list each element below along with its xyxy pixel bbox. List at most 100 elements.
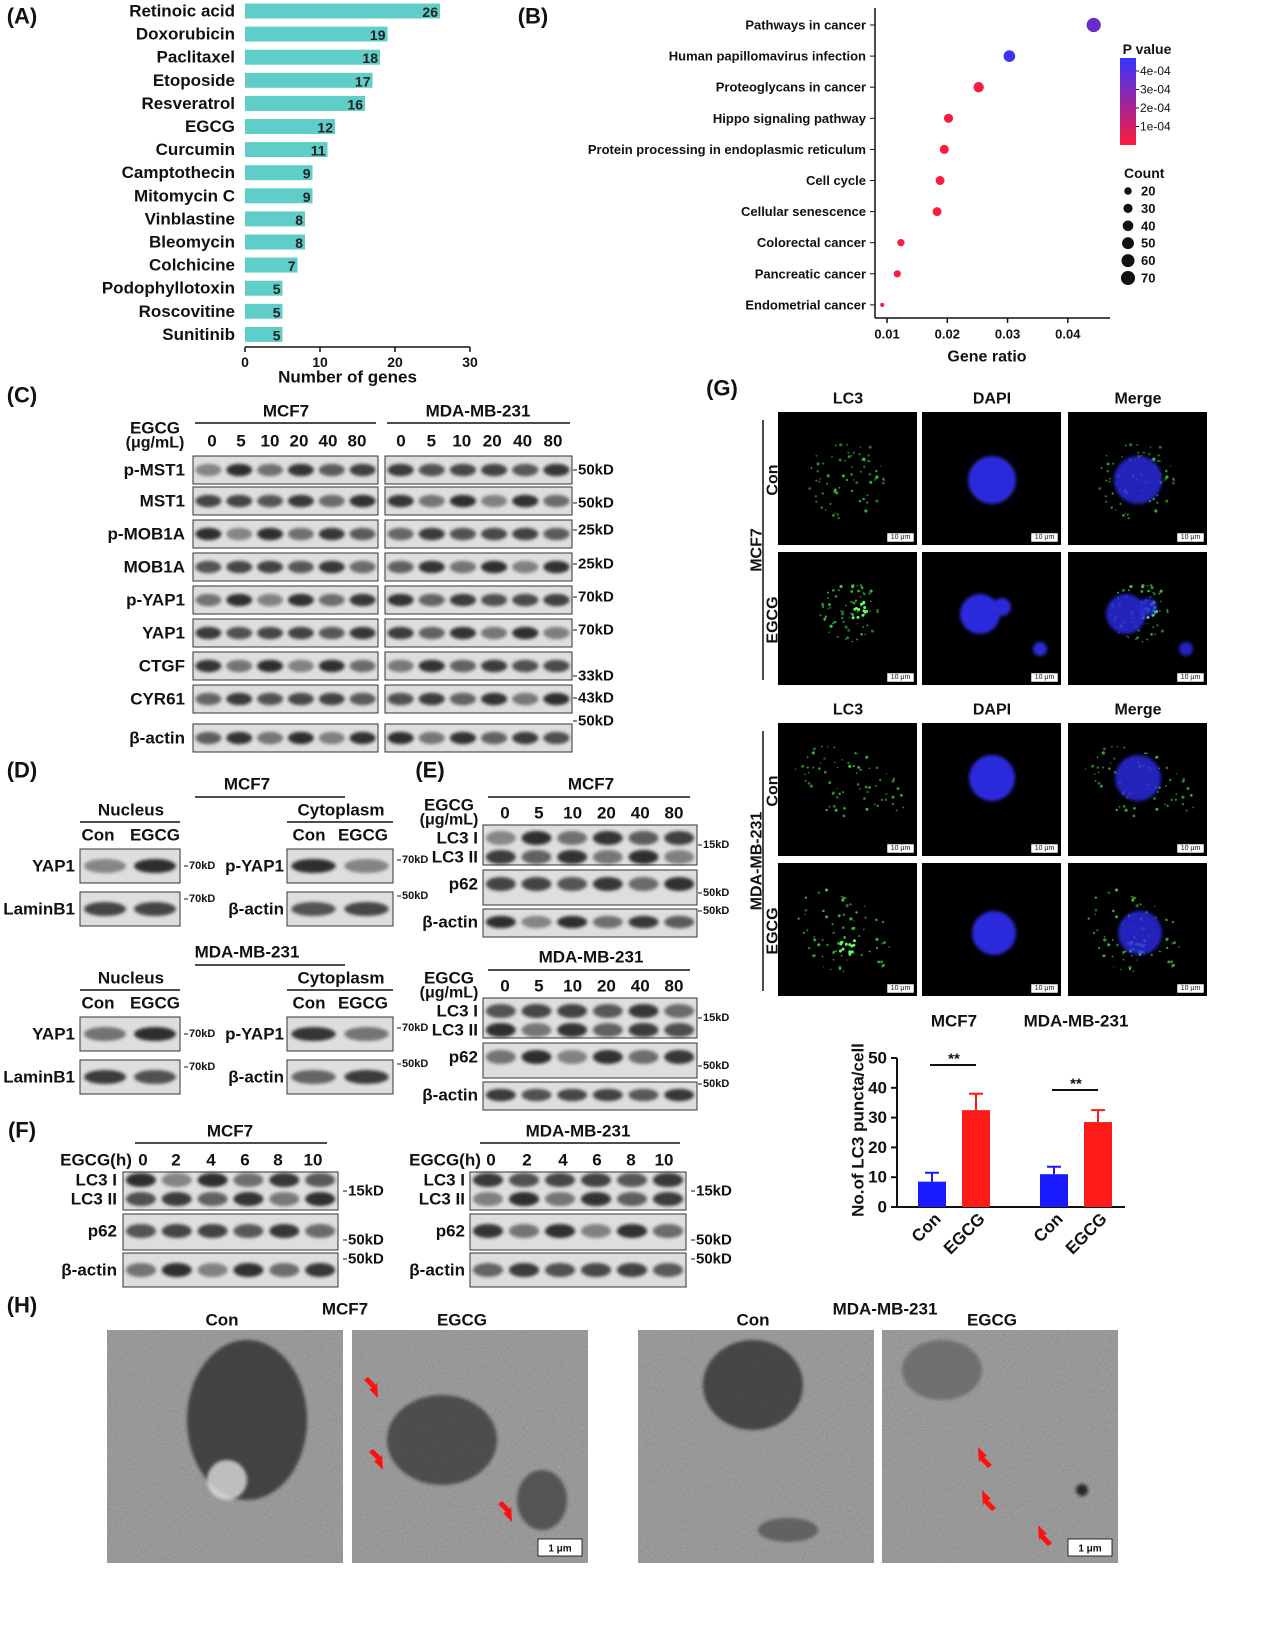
lc3-puncta — [857, 608, 861, 612]
lc3-puncta — [827, 608, 829, 610]
lc3-puncta — [1091, 764, 1095, 768]
error-bar — [1091, 1109, 1105, 1123]
blot-band — [287, 494, 314, 508]
lc3-puncta — [1150, 953, 1153, 957]
blot-band — [580, 1173, 612, 1187]
x-tick-label: EGCG — [1062, 1209, 1111, 1258]
label: β-actin — [228, 1068, 284, 1087]
lc3-puncta — [823, 617, 826, 621]
label: MDA-MB-231 — [833, 1300, 938, 1319]
label: LaminB1 — [3, 900, 75, 919]
lc3-puncta — [1100, 467, 1103, 469]
nucleus — [1118, 911, 1162, 955]
lc3-puncta — [1110, 506, 1113, 509]
panel-label: (C) — [7, 383, 38, 408]
lc3-puncta — [891, 802, 895, 806]
lc3-puncta — [841, 791, 844, 794]
bar — [245, 3, 440, 19]
blot-band — [472, 1192, 504, 1206]
lc3-puncta — [1185, 809, 1188, 812]
blot-band — [616, 1173, 648, 1187]
blot-band — [195, 659, 222, 673]
category-label: Paclitaxel — [157, 48, 235, 67]
blot-band — [472, 1224, 504, 1238]
lc3-puncta — [1164, 469, 1168, 473]
nucleus — [1139, 598, 1157, 616]
lc3-puncta — [860, 590, 862, 592]
lc3-puncta — [807, 771, 810, 774]
lc3-puncta — [850, 950, 854, 954]
blot-band — [557, 850, 588, 864]
marker-label: 50kD — [348, 1251, 384, 1268]
y-tick-label: 0 — [878, 1198, 887, 1217]
lc3-puncta — [825, 915, 829, 919]
blot-band — [318, 494, 345, 508]
scale-bar-box — [886, 843, 915, 854]
blot-band — [197, 1263, 228, 1277]
lc3-puncta — [1132, 814, 1136, 818]
lc3-puncta — [1159, 600, 1162, 603]
marker-label: 25kD — [578, 556, 614, 573]
blot-band — [84, 902, 126, 916]
lc3-puncta — [868, 786, 871, 789]
lc3-puncta — [854, 752, 857, 755]
marker-label: 15kD — [348, 1183, 384, 1200]
scale-bar-label: 10 μm — [1181, 674, 1201, 681]
color-tick-label: 3e-04 — [1140, 82, 1171, 96]
lc3-puncta — [1097, 781, 1101, 785]
blot-band — [349, 593, 376, 607]
lc3-puncta — [881, 477, 885, 480]
label: p62 — [436, 1222, 465, 1241]
label: MDA-MB-231 — [195, 943, 300, 962]
lc3-puncta — [834, 620, 837, 624]
label: p-YAP1 — [126, 591, 185, 610]
blot-band — [318, 659, 345, 673]
x-tick-label: 0.01 — [874, 327, 899, 342]
label: 0 — [396, 432, 405, 451]
lc3-puncta — [838, 458, 842, 462]
label: LC3 I — [75, 1171, 117, 1190]
value-label: 5 — [273, 281, 281, 297]
lc3-puncta — [1131, 898, 1135, 902]
label: 0 — [500, 804, 509, 823]
lc3-puncta — [880, 798, 884, 802]
blot-band — [449, 692, 477, 706]
value-label: 18 — [362, 50, 378, 66]
blot-band — [557, 1023, 588, 1037]
lc3-puncta — [884, 798, 888, 801]
lc3-puncta — [1136, 959, 1138, 961]
blot-band — [543, 463, 570, 477]
blot-band — [521, 915, 552, 929]
lc3-puncta — [874, 469, 878, 473]
lc3-puncta — [848, 952, 852, 956]
blot-band — [257, 593, 284, 607]
label: 10 — [563, 804, 582, 823]
blot — [122, 1171, 339, 1211]
lc3-puncta — [864, 633, 867, 636]
lc3-puncta — [1141, 640, 1144, 643]
lc3-puncta — [1145, 638, 1149, 641]
label: Con — [765, 464, 782, 495]
lc3-puncta — [1150, 586, 1154, 590]
bar — [245, 234, 305, 250]
blot-band — [269, 1173, 300, 1187]
blot-band — [387, 692, 414, 706]
lc3-puncta — [1154, 633, 1157, 636]
lc3-puncta — [1109, 477, 1112, 480]
blot-band — [195, 593, 222, 607]
arrow — [369, 1449, 383, 1470]
blot-band — [269, 1192, 300, 1206]
y-axis-label: No.of LC3 puncta/cell — [849, 1043, 868, 1217]
blot-band — [652, 1192, 684, 1206]
lc3-puncta — [823, 619, 826, 622]
color-tick-label: 1e-04 — [1140, 119, 1171, 133]
blot — [384, 552, 573, 582]
lc3-puncta — [1094, 908, 1098, 912]
lc3-puncta — [807, 781, 811, 785]
blot-band — [480, 731, 508, 745]
lc3-puncta — [1136, 444, 1138, 446]
label: EGCG — [130, 994, 180, 1013]
lc3-puncta — [1132, 970, 1135, 973]
blot-band — [349, 626, 376, 640]
lc3-puncta — [812, 747, 816, 751]
